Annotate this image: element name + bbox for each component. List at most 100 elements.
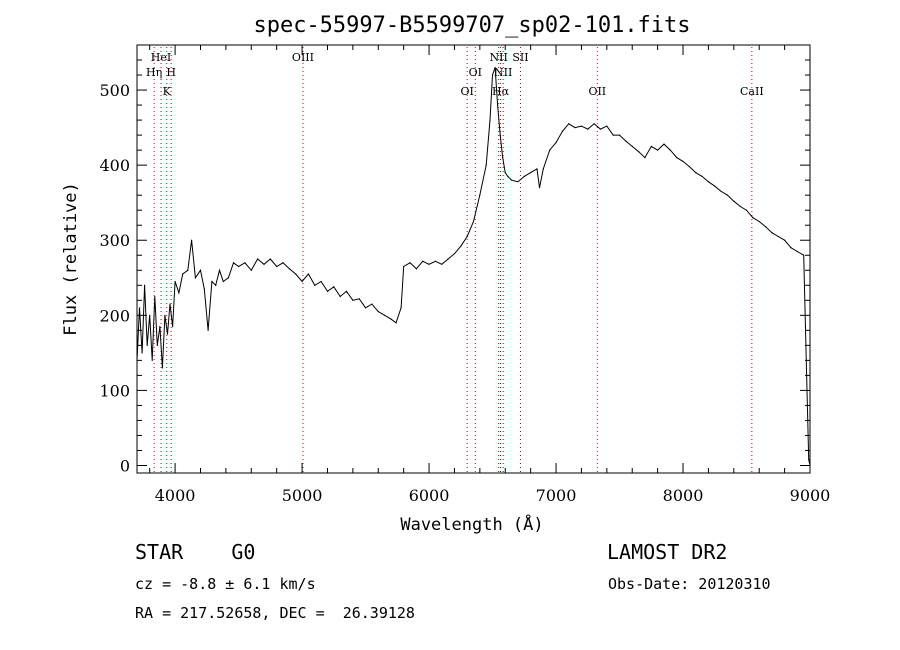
y-tick-label-1: 100 bbox=[99, 381, 130, 400]
data-point-0-57 bbox=[403, 265, 405, 268]
data-point-0-91 bbox=[580, 125, 583, 127]
data-point-0-7 bbox=[154, 295, 156, 298]
data-point-0-80 bbox=[517, 181, 519, 183]
data-point-0-38 bbox=[288, 268, 290, 270]
data-point-0-68 bbox=[472, 220, 475, 223]
data-point-0-22 bbox=[203, 288, 205, 290]
data-point-0-29 bbox=[232, 262, 235, 264]
marker-label-5: NII bbox=[489, 51, 507, 64]
data-point-0-67 bbox=[466, 235, 468, 238]
data-point-0-72 bbox=[491, 74, 494, 76]
y-tick-label-5: 500 bbox=[99, 81, 130, 100]
data-point-0-3 bbox=[144, 284, 146, 286]
data-point-0-26 bbox=[218, 269, 221, 271]
data-point-0-44 bbox=[326, 290, 329, 292]
data-point-0-86 bbox=[549, 149, 551, 151]
data-point-0-52 bbox=[377, 310, 379, 313]
data-point-0-50 bbox=[364, 307, 367, 309]
data-point-0-66 bbox=[460, 245, 462, 247]
data-point-0-51 bbox=[371, 303, 373, 305]
data-point-0-125 bbox=[796, 250, 798, 253]
data-point-0-94 bbox=[599, 128, 602, 130]
data-point-0-14 bbox=[171, 325, 174, 328]
data-point-0-71 bbox=[489, 119, 491, 121]
data-point-0-123 bbox=[784, 239, 786, 241]
x-tick-label-5: 9000 bbox=[790, 486, 831, 505]
data-point-0-56 bbox=[400, 307, 402, 309]
data-point-0-62 bbox=[434, 260, 437, 262]
data-point-0-108 bbox=[688, 166, 690, 168]
x-axis-label: Wavelength (Å) bbox=[400, 513, 543, 535]
data-point-0-25 bbox=[215, 284, 217, 286]
series-layer bbox=[136, 66, 811, 467]
data-point-0-40 bbox=[301, 280, 303, 283]
spectrum-line-0 bbox=[136, 67, 811, 466]
data-point-0-89 bbox=[568, 123, 570, 125]
data-point-0-100 bbox=[637, 151, 640, 153]
data-point-0-32 bbox=[250, 269, 252, 271]
data-point-0-60 bbox=[422, 260, 424, 262]
data-point-0-105 bbox=[669, 149, 671, 151]
marker-label-12: CaII bbox=[740, 85, 764, 98]
data-point-0-63 bbox=[441, 263, 443, 265]
data-point-0-35 bbox=[269, 258, 271, 260]
data-point-0-118 bbox=[752, 217, 754, 219]
data-point-0-127 bbox=[808, 458, 810, 461]
data-point-0-101 bbox=[644, 157, 646, 159]
data-point-0-95 bbox=[606, 125, 608, 127]
data-point-0-19 bbox=[191, 239, 193, 241]
data-point-0-82 bbox=[530, 172, 532, 174]
data-point-0-78 bbox=[507, 175, 509, 178]
data-point-0-70 bbox=[485, 164, 487, 166]
y-tick-label-2: 200 bbox=[99, 306, 130, 325]
data-point-0-49 bbox=[358, 298, 360, 300]
data-point-0-36 bbox=[276, 265, 278, 268]
data-point-0-93 bbox=[593, 123, 595, 125]
data-point-0-28 bbox=[227, 277, 230, 279]
data-point-0-73 bbox=[494, 66, 496, 69]
marker-label-8: OI bbox=[460, 85, 473, 98]
data-point-0-117 bbox=[745, 209, 748, 211]
data-point-0-15 bbox=[174, 280, 176, 283]
data-point-0-97 bbox=[618, 134, 621, 136]
data-point-0-65 bbox=[453, 253, 456, 255]
data-point-0-5 bbox=[149, 314, 151, 316]
plot-frame bbox=[136, 44, 811, 474]
data-point-0-124 bbox=[790, 247, 792, 249]
data-point-0-75 bbox=[499, 134, 501, 136]
marker-label-7: OI bbox=[469, 66, 482, 79]
data-point-0-88 bbox=[561, 130, 563, 132]
data-point-0-59 bbox=[415, 268, 417, 270]
data-point-0-4 bbox=[146, 344, 148, 346]
data-point-0-111 bbox=[707, 181, 710, 183]
data-point-0-106 bbox=[676, 157, 678, 159]
data-point-0-17 bbox=[182, 273, 184, 275]
data-point-0-45 bbox=[333, 286, 335, 288]
data-point-0-27 bbox=[222, 280, 224, 283]
data-point-0-112 bbox=[714, 185, 716, 187]
data-point-0-114 bbox=[726, 194, 729, 196]
data-point-0-87 bbox=[555, 142, 557, 144]
object-class: STAR G0 bbox=[135, 540, 256, 564]
x-tick-label-2: 6000 bbox=[409, 486, 450, 505]
data-point-0-61 bbox=[428, 263, 430, 265]
data-point-0-99 bbox=[631, 145, 633, 147]
data-point-0-92 bbox=[587, 128, 589, 130]
data-point-0-109 bbox=[695, 172, 697, 174]
data-point-0-1 bbox=[138, 307, 141, 309]
data-point-0-11 bbox=[164, 314, 166, 316]
data-point-0-102 bbox=[650, 145, 652, 147]
x-tick-label-3: 7000 bbox=[536, 486, 577, 505]
y-tick-label-3: 300 bbox=[99, 231, 130, 250]
marker-label-0: HeI bbox=[151, 51, 171, 64]
marker-label-9: NII bbox=[494, 66, 512, 79]
data-point-0-110 bbox=[701, 175, 703, 178]
data-point-0-43 bbox=[320, 280, 322, 283]
data-point-0-30 bbox=[237, 265, 240, 268]
data-point-0-121 bbox=[771, 232, 773, 234]
data-point-0-9 bbox=[159, 325, 161, 328]
data-point-0-41 bbox=[307, 273, 310, 275]
data-point-0-76 bbox=[502, 157, 504, 159]
y-tick-label-0: 0 bbox=[120, 456, 130, 475]
